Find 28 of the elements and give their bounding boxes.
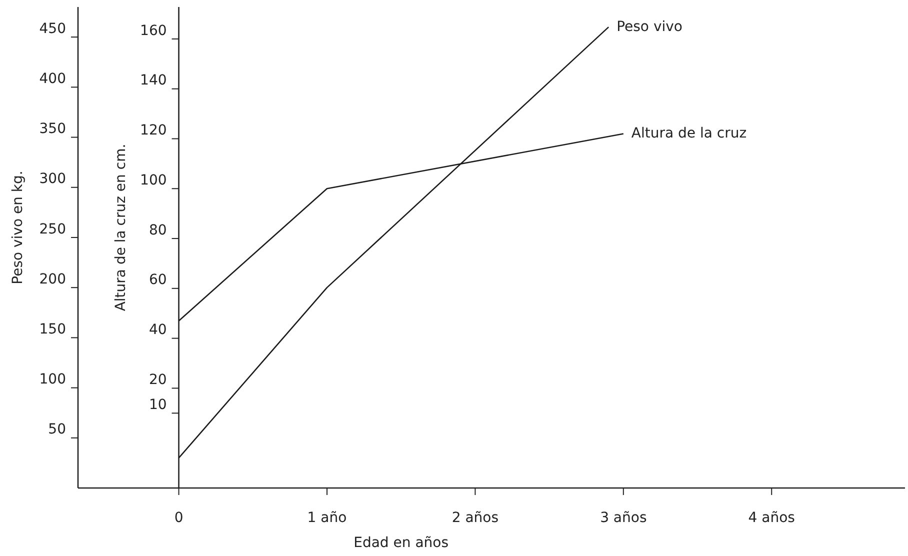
x-axis-title: Edad en años	[354, 534, 449, 551]
y2-tick-label: 20	[148, 372, 167, 388]
y-tick-label: 200	[39, 271, 66, 288]
y2-tick-label: 80	[148, 222, 167, 238]
y-tick-label: 300	[39, 171, 66, 188]
y2-tick-label: 40	[148, 322, 167, 338]
y-tick-label: 400	[39, 70, 66, 87]
y2-tick-label: 10	[148, 396, 167, 413]
y2-tick-label: 60	[148, 272, 167, 288]
y2-tick-label: 140	[140, 72, 167, 89]
x-tick-label: 1 año	[307, 510, 347, 526]
y-tick-label: 100	[39, 372, 66, 388]
y2-axis-title: Altura de la cruz en cm.	[112, 144, 129, 312]
y2-tick-label: 120	[140, 122, 167, 139]
y-tick-label: 50	[48, 422, 66, 438]
y-axis-title: Peso vivo en kg.	[10, 170, 26, 284]
x-tick-label: 0	[174, 510, 184, 526]
series-label: Peso vivo	[616, 18, 682, 35]
y-tick-label: 350	[39, 121, 66, 138]
x-tick-label: 2 años	[452, 510, 499, 526]
y-tick-label: 450	[39, 20, 66, 37]
series-label: Altura de la cruz	[631, 126, 747, 142]
x-tick-label: 4 años	[748, 510, 795, 526]
y2-tick-label: 160	[140, 22, 167, 39]
y-tick-label: 150	[39, 322, 66, 338]
y2-tick-label: 100	[140, 172, 167, 188]
x-tick-label: 3 años	[600, 510, 647, 526]
y-tick-label: 250	[39, 221, 66, 238]
